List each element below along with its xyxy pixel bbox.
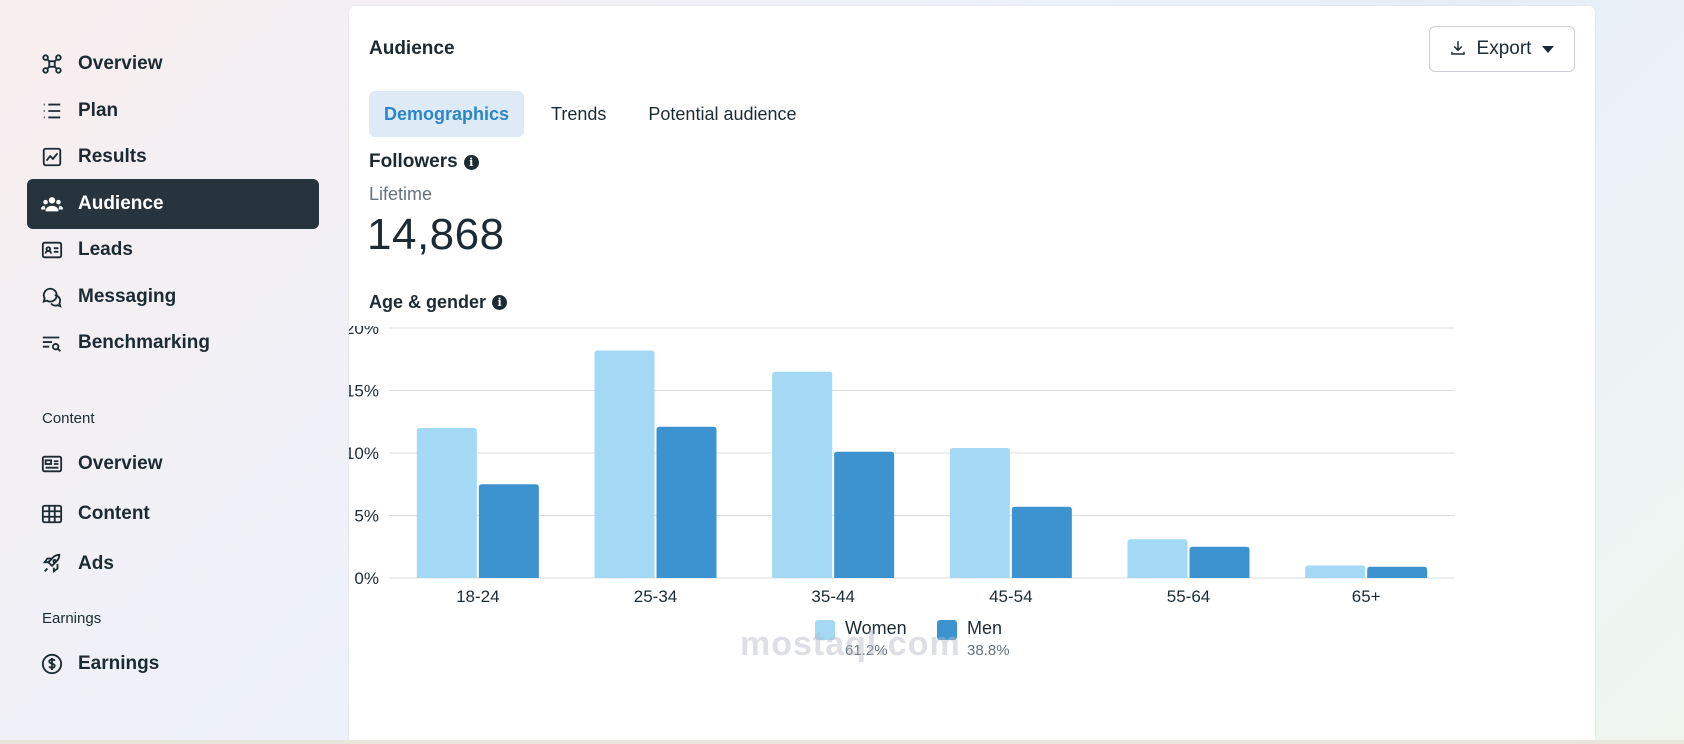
bar-men-25-34 xyxy=(656,426,717,578)
info-icon[interactable]: i xyxy=(463,154,479,170)
info-icon[interactable]: i xyxy=(492,295,508,310)
sidebar-item-overview[interactable]: Overview xyxy=(27,39,319,89)
y-tick-label: 0% xyxy=(354,569,379,588)
sidebar-item-audience[interactable]: Audience xyxy=(27,179,319,229)
x-tick-label: 55-64 xyxy=(1167,587,1210,606)
sidebar-item-ads[interactable]: Ads xyxy=(27,539,319,589)
sidebar-item-messaging[interactable]: Messaging xyxy=(27,272,319,322)
overview-nodes-icon xyxy=(40,52,64,76)
sidebar-item-label: Audience xyxy=(78,193,164,214)
export-label: Export xyxy=(1476,38,1532,59)
legend-swatch-women xyxy=(815,620,835,640)
sidebar-item-results[interactable]: Results xyxy=(27,132,319,182)
bar-women-55-64 xyxy=(1127,539,1188,578)
sidebar-item-benchmarking[interactable]: Benchmarking xyxy=(27,318,319,368)
bar-men-45-54 xyxy=(1011,506,1072,578)
tab-bar: Demographics Trends Potential audience xyxy=(369,91,824,137)
sidebar-item-label: Results xyxy=(78,146,147,167)
sidebar-item-label: Overview xyxy=(78,53,163,74)
followers-heading: Followers i xyxy=(369,151,479,173)
sidebar-item-leads[interactable]: Leads xyxy=(27,225,319,275)
x-tick-label: 18-24 xyxy=(456,587,499,606)
sidebar-item-label: Plan xyxy=(78,100,119,121)
bottom-strip xyxy=(0,740,1684,744)
age-gender-chart: 0% 5% 10% 15% 20% 18-24 25-34 35-44 45-54 55-64 65… xyxy=(349,326,1455,606)
caret-down-icon xyxy=(1541,42,1555,57)
dollar-circle-icon xyxy=(40,652,64,676)
bar-men-18-24 xyxy=(478,484,539,578)
id-card-icon xyxy=(40,238,64,262)
sidebar-item-label: Messaging xyxy=(78,286,177,307)
age-gender-title: Age & gender xyxy=(369,292,487,312)
bar-women-45-54 xyxy=(949,448,1010,578)
bar-women-25-34 xyxy=(594,350,655,578)
legend-label: Women xyxy=(845,618,907,638)
x-tick-label: 65+ xyxy=(1352,587,1381,606)
chat-bubbles-icon xyxy=(40,285,64,309)
sidebar-item-earnings[interactable]: Earnings xyxy=(27,639,319,689)
followers-title: Followers xyxy=(369,151,458,172)
tab-trends[interactable]: Trends xyxy=(551,103,607,124)
watermark: mostaql.com xyxy=(740,625,961,663)
bar-women-35-44 xyxy=(772,371,833,578)
bar-women-65+ xyxy=(1305,565,1366,578)
x-tick-label: 45-54 xyxy=(989,587,1032,606)
bar-women-18-24 xyxy=(416,428,477,578)
sidebar-item-label: Earnings xyxy=(78,653,160,674)
content-section-label: Content xyxy=(42,410,95,427)
y-tick-label: 10% xyxy=(349,444,379,463)
legend-percent: 38.8% xyxy=(967,642,1010,659)
page-title: Audience xyxy=(369,38,455,59)
content-card-icon xyxy=(40,452,64,476)
legend-swatch-men xyxy=(937,620,957,640)
earnings-section-label: Earnings xyxy=(42,610,102,627)
followers-period: Lifetime xyxy=(369,184,433,204)
table-icon xyxy=(40,502,64,526)
download-icon xyxy=(1449,39,1467,60)
list-icon xyxy=(40,99,64,123)
y-tick-label: 20% xyxy=(349,326,379,338)
x-tick-label: 35-44 xyxy=(811,587,854,606)
y-tick-label: 15% xyxy=(349,382,379,401)
tab-demographics[interactable]: Demographics xyxy=(369,91,525,137)
sidebar-item-label: Overview xyxy=(78,453,163,474)
bar-men-35-44 xyxy=(834,451,895,578)
followers-count: 14,868 xyxy=(367,210,505,259)
bar-men-55-64 xyxy=(1189,546,1250,578)
sidebar: Overview Plan Results Audience Leads Mes… xyxy=(0,0,345,744)
sidebar-item-label: Leads xyxy=(78,239,133,260)
bar-men-65+ xyxy=(1367,566,1428,578)
sidebar-item-label: Content xyxy=(78,503,150,524)
people-icon xyxy=(40,192,64,216)
sidebar-item-content-overview[interactable]: Overview xyxy=(27,439,319,489)
export-button[interactable]: Export xyxy=(1429,26,1575,72)
sidebar-item-label: Benchmarking xyxy=(78,332,210,353)
legend-percent: 61.2% xyxy=(845,642,888,659)
audience-panel: Audience Export Demographics Trends Pote… xyxy=(349,6,1595,744)
y-tick-label: 5% xyxy=(354,507,379,526)
legend-men: Men 38.8% xyxy=(937,618,1010,659)
sidebar-item-plan[interactable]: Plan xyxy=(27,86,319,136)
sidebar-item-label: Ads xyxy=(78,553,114,574)
search-list-icon xyxy=(40,331,64,355)
legend-label: Men xyxy=(967,618,1003,638)
rocket-icon xyxy=(40,552,64,576)
legend-women: Women 61.2% xyxy=(815,618,907,659)
line-chart-icon xyxy=(40,145,64,169)
age-gender-heading: Age & gender i xyxy=(369,292,508,313)
sidebar-item-content[interactable]: Content xyxy=(27,489,319,539)
x-tick-label: 25-34 xyxy=(634,587,677,606)
tab-potential-audience[interactable]: Potential audience xyxy=(648,103,797,124)
